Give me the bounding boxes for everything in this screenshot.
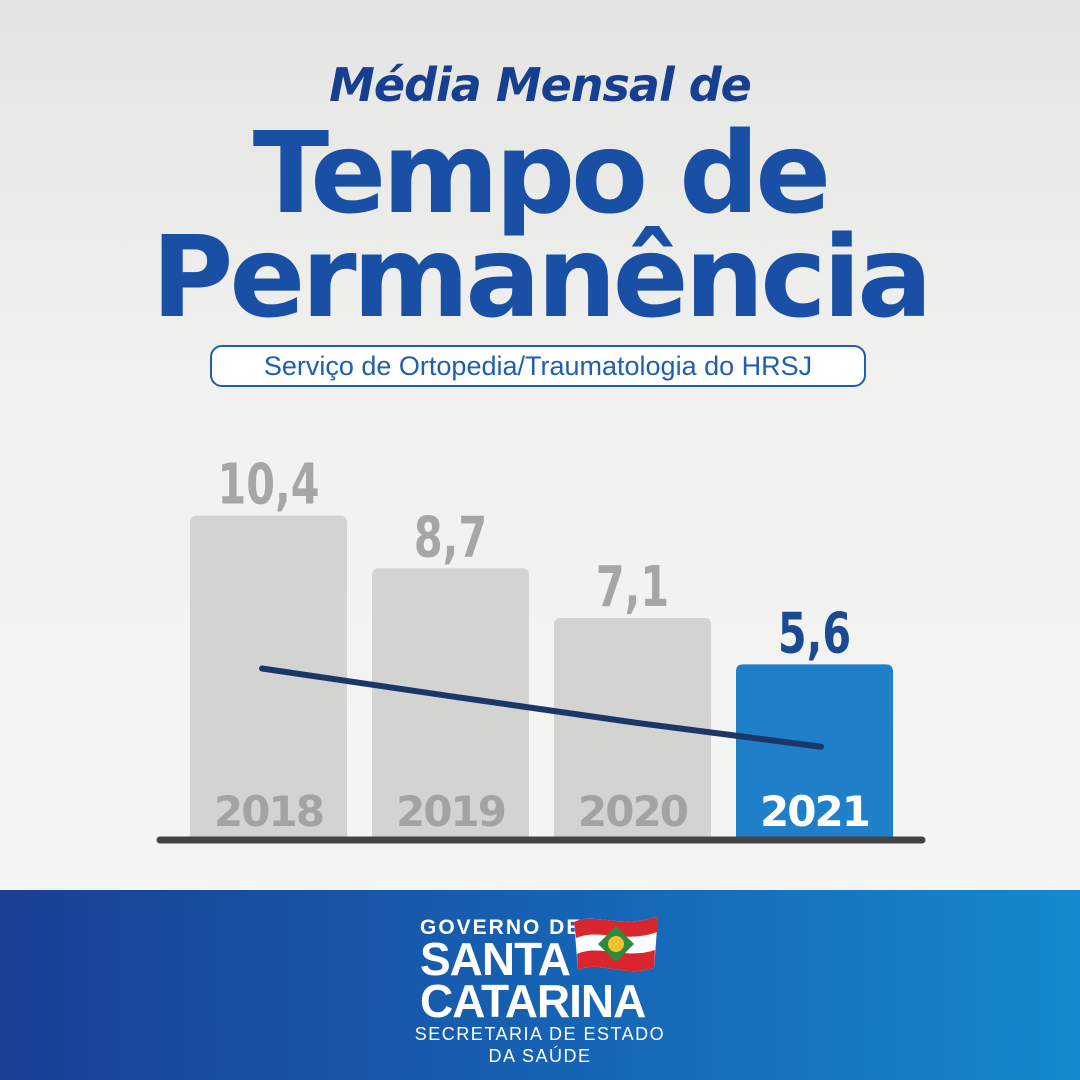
value-label-2020: 7,1 — [596, 555, 669, 621]
chart: 10,4 2018 8,7 2019 7,1 2020 5,6 2021 — [156, 452, 926, 844]
category-label-2018: 2018 — [214, 787, 323, 836]
government-logo: GOVERNO DE SANTA CATARINA SECRETARIA DE … — [0, 890, 1080, 1080]
logo-line-secretaria: SECRETARIA DE ESTADO — [414, 1024, 666, 1044]
bar-2018 — [190, 515, 347, 838]
bar-2019 — [372, 568, 529, 838]
subtitle-text: Serviço de Ortopedia/Traumatologia do HR… — [263, 351, 813, 381]
category-label-2020: 2020 — [578, 787, 688, 836]
logo-line-governo: GOVERNO DE — [420, 916, 583, 939]
logo-line-saude: DA SAÚDE — [488, 1046, 592, 1066]
title-line-2: Permanência — [151, 213, 932, 343]
value-label-2019: 8,7 — [414, 505, 487, 571]
bar-2020 — [554, 617, 711, 838]
subtitle-badge: Serviço de Ortopedia/Traumatologia do HR… — [210, 345, 866, 387]
state-flag-icon — [574, 916, 658, 972]
title-line-1: Tempo de — [252, 109, 831, 239]
logo-line-catarina: CATARINA — [420, 975, 646, 1027]
value-label-2021: 5,6 — [778, 601, 851, 667]
logo-line-santa: SANTA — [420, 933, 571, 985]
trend-line — [259, 665, 824, 750]
value-label-2018: 10,4 — [218, 452, 320, 518]
category-label-2019: 2019 — [396, 787, 505, 836]
pre-title: Média Mensal de — [329, 58, 752, 112]
category-label-2021: 2021 — [760, 787, 869, 836]
bar-2021 — [736, 664, 893, 838]
footer-banner: GOVERNO DE SANTA CATARINA SECRETARIA DE … — [0, 890, 1080, 1080]
